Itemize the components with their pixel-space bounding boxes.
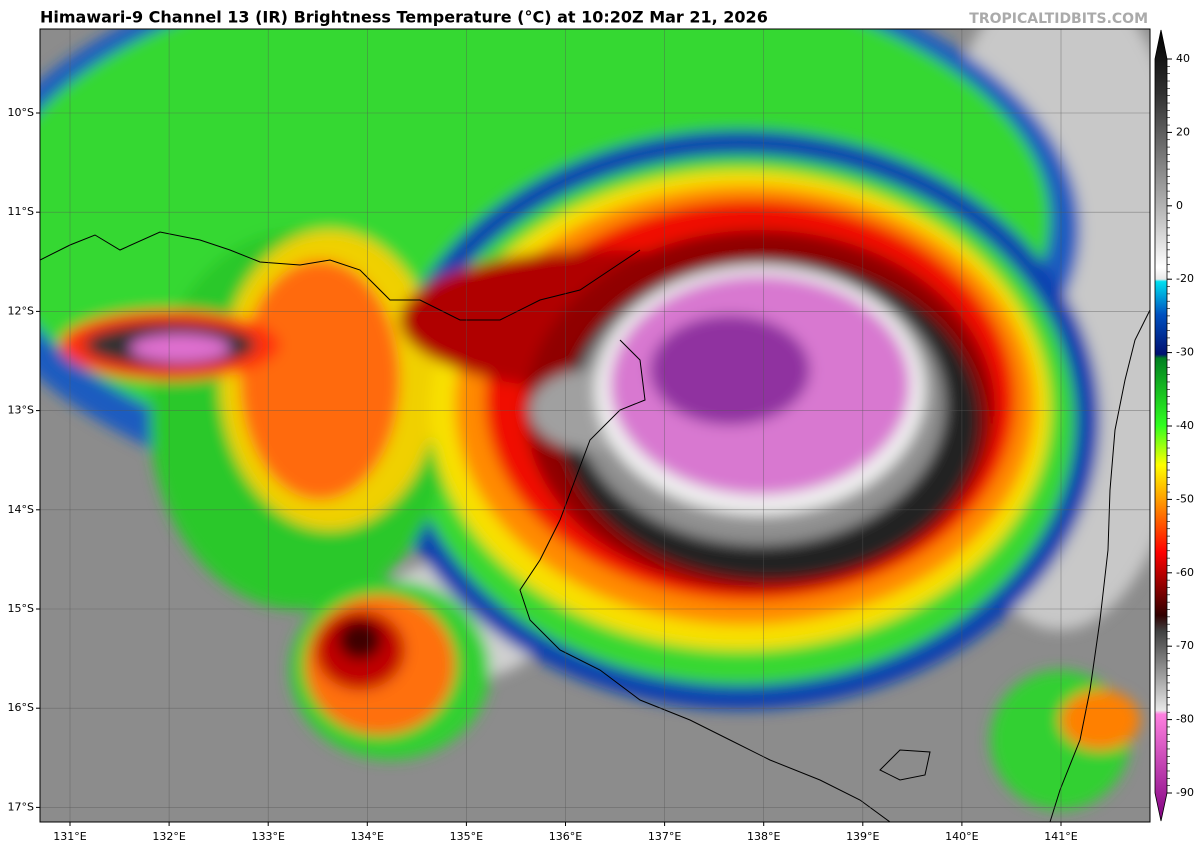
coastlines — [40, 231, 1150, 822]
latitude-label: 14°S — [8, 503, 34, 516]
longitude-label: 136°E — [549, 830, 582, 843]
colorbar-body — [1154, 29, 1168, 822]
colorbar: 40 20 0 -20 -30 -40 -50 -60 -70 -80 -90 — [1154, 29, 1194, 822]
longitude-label: 141°E — [1044, 830, 1077, 843]
colorbar-tick-label: -80 — [1176, 713, 1194, 726]
longitude-label: 139°E — [846, 830, 879, 843]
map-frame — [39, 28, 1151, 823]
colorbar-tick-label: -20 — [1176, 272, 1194, 285]
longitude-label: 134°E — [351, 830, 384, 843]
graticule — [36, 29, 1150, 826]
longitude-label: 140°E — [945, 830, 978, 843]
title: Himawari-9 Channel 13 (IR) Brightness Te… — [40, 8, 768, 27]
colorbar-tick-label: 20 — [1176, 125, 1190, 138]
colorbar-tick-label: -70 — [1176, 639, 1194, 652]
latitude-label: 15°S — [8, 602, 34, 615]
colorbar-tick-label: 40 — [1176, 52, 1190, 65]
latitude-label: 10°S — [8, 106, 34, 119]
latitude-label: 13°S — [8, 404, 34, 417]
latitude-label: 11°S — [8, 205, 34, 218]
colorbar-tick-label: -40 — [1176, 419, 1194, 432]
latitude-label: 12°S — [8, 304, 34, 317]
longitude-label: 132°E — [152, 830, 185, 843]
latitude-label: 17°S — [8, 800, 34, 813]
longitude-label: 133°E — [251, 830, 284, 843]
ir-imagery — [40, 29, 1150, 822]
longitude-label: 135°E — [450, 830, 483, 843]
latitude-label: 16°S — [8, 701, 34, 714]
longitude-label: 138°E — [747, 830, 780, 843]
colorbar-tick-label: -90 — [1176, 786, 1194, 799]
colorbar-tick-label: -50 — [1176, 492, 1194, 505]
colorbar-tick-label: -60 — [1176, 566, 1194, 579]
longitude-label: 131°E — [53, 830, 86, 843]
colorbar-tick-label: -30 — [1176, 346, 1194, 359]
longitude-label: 137°E — [648, 830, 681, 843]
watermark: TROPICALTIDBITS.COM — [969, 11, 1148, 27]
colorbar-tick-label: 0 — [1176, 199, 1183, 212]
